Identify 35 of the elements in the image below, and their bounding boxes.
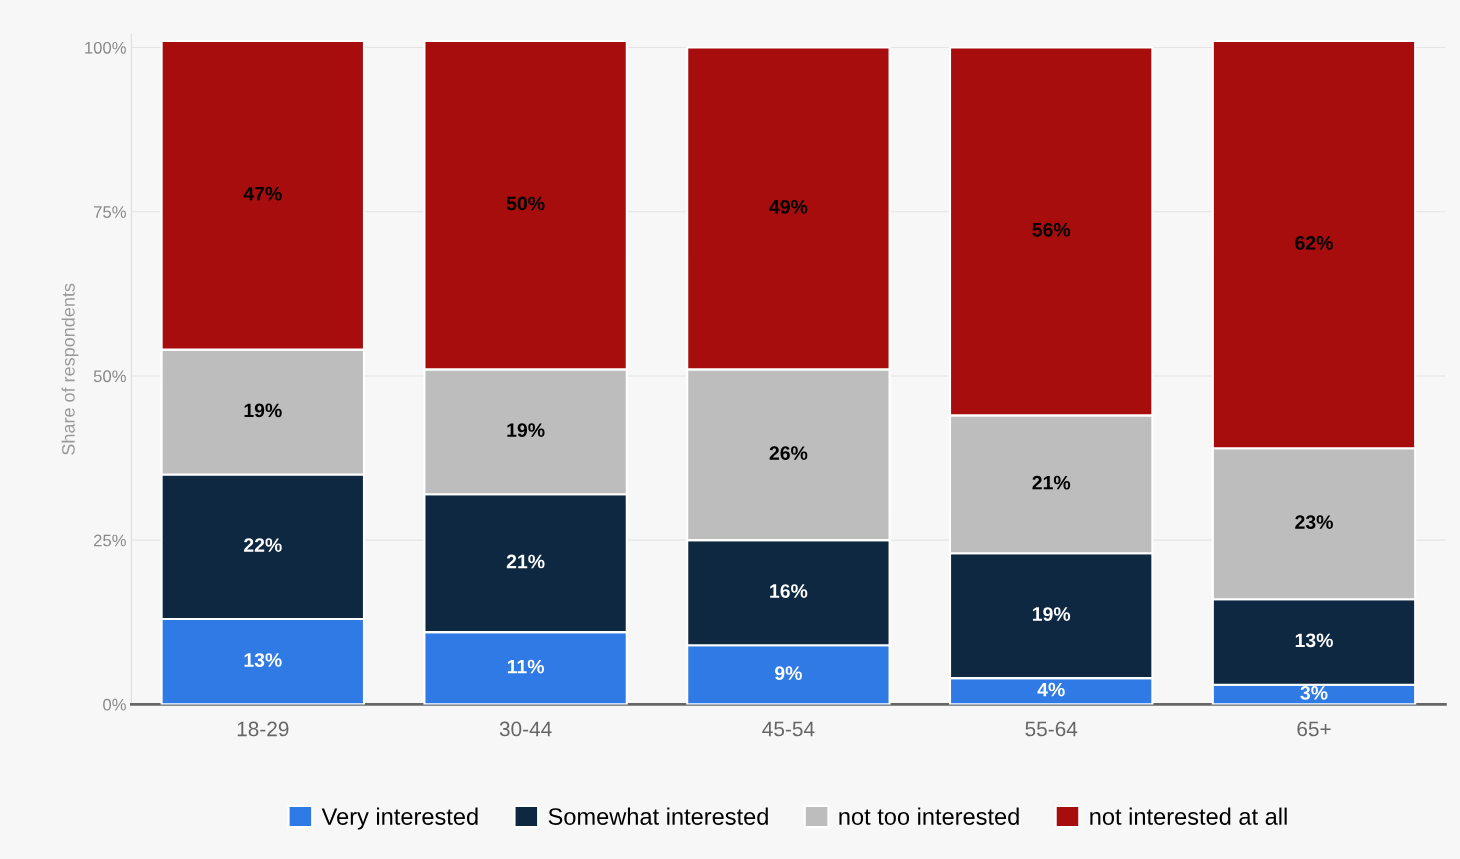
data-label: 9% — [775, 666, 802, 681]
y-tick-label: 0% — [103, 698, 126, 711]
data-label: 4% — [1037, 682, 1065, 697]
data-label: 50% — [506, 196, 545, 211]
data-label: 56% — [1032, 222, 1071, 237]
data-label: 62% — [1295, 236, 1333, 250]
y-tick-label: 50% — [93, 370, 126, 383]
data-label: 13% — [1295, 633, 1333, 648]
y-tick-label: 25% — [94, 534, 126, 547]
x-tick-label: 30-44 — [499, 721, 552, 737]
data-label: 19% — [1032, 607, 1071, 621]
data-label: 19% — [507, 423, 545, 437]
data-label: 13% — [244, 653, 282, 667]
data-label: 47% — [243, 186, 282, 201]
y-tick-label: 75% — [94, 206, 126, 218]
data-label: 21% — [1032, 475, 1071, 490]
y-tick-label: 100% — [85, 41, 126, 54]
data-label: 22% — [244, 538, 282, 552]
data-label: 11% — [507, 659, 545, 674]
data-label: 3% — [1300, 685, 1328, 700]
data-label: 21% — [506, 554, 545, 569]
legend-label: Somewhat interested — [548, 807, 768, 825]
legend-label: not interested at all — [1090, 807, 1287, 825]
data-label: 19% — [244, 403, 282, 418]
legend-label: not too interested — [839, 807, 1019, 825]
data-label: 49% — [769, 199, 808, 214]
data-label: 26% — [769, 446, 808, 460]
x-tick-label: 55-64 — [1025, 721, 1078, 737]
y-axis-title: Share of respondents — [61, 283, 79, 455]
x-tick-label: 45-54 — [762, 721, 815, 737]
legend-label: Very interested — [321, 807, 478, 830]
x-tick-label: 18-29 — [237, 721, 289, 737]
data-label: 16% — [770, 584, 808, 598]
x-tick-label: 65+ — [1297, 721, 1331, 737]
data-label: 23% — [1295, 515, 1333, 529]
